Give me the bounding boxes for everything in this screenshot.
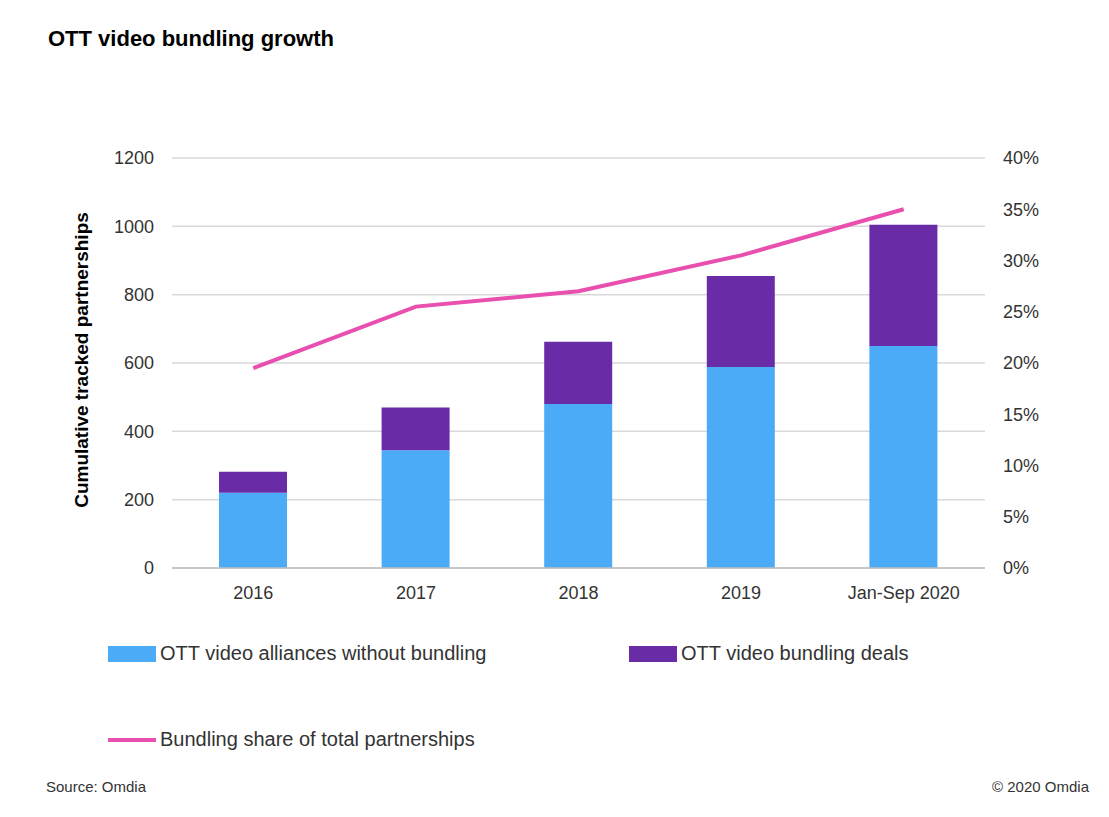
svg-text:200: 200 [124, 490, 154, 510]
html-text:OTT video bundling growth: OTT video bundling growth [48, 26, 334, 51]
html-text:OTT video alliances without bu: OTT video alliances without bundling [160, 642, 487, 664]
svg-text:30%: 30% [1003, 251, 1039, 271]
html-text:Bundling share of total partne: Bundling share of total partnerships [160, 728, 475, 750]
svg-text:400: 400 [124, 422, 154, 442]
svg-text:0: 0 [144, 558, 154, 578]
svg-text:20%: 20% [1003, 353, 1039, 373]
svg-text:2017: 2017 [396, 583, 436, 603]
html-text:OTT video bundling deals: OTT video bundling deals [681, 642, 909, 664]
html-text:Source: Omdia: Source: Omdia [46, 778, 146, 795]
html-text:© 2020 Omdia: © 2020 Omdia [992, 778, 1089, 795]
svg-text:25%: 25% [1003, 302, 1039, 322]
svg-text:2019: 2019 [721, 583, 761, 603]
svg-text:35%: 35% [1003, 200, 1039, 220]
svg-text:0%: 0% [1003, 558, 1029, 578]
svg-text:600: 600 [124, 353, 154, 373]
svg-text:1200: 1200 [114, 148, 154, 168]
svg-text:2018: 2018 [558, 583, 598, 603]
svg-text:40%: 40% [1003, 148, 1039, 168]
svg-text:Jan-Sep 2020: Jan-Sep 2020 [848, 583, 960, 603]
svg-text:5%: 5% [1003, 507, 1029, 527]
svg-text:800: 800 [124, 285, 154, 305]
svg-text:2016: 2016 [233, 583, 273, 603]
svg-text:1000: 1000 [114, 217, 154, 237]
svg-text:15%: 15% [1003, 405, 1039, 425]
html-text:Cumulative tracked partnership: Cumulative tracked partnerships [71, 212, 92, 508]
svg-text:10%: 10% [1003, 456, 1039, 476]
